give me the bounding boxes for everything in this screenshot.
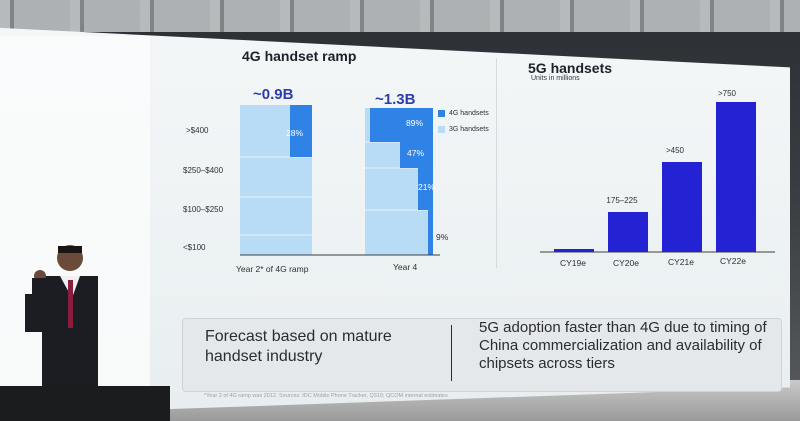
tier-label: $100–$250	[183, 205, 224, 214]
legend-4g: 4G handsets	[449, 110, 489, 117]
ceiling	[0, 0, 800, 32]
data-label: 47%	[407, 148, 425, 158]
data-label: 21%	[418, 182, 436, 192]
legend-swatch-4g	[438, 110, 445, 117]
5g-handsets-chart	[540, 102, 775, 253]
left-chart-title: 4G handset ramp	[242, 48, 357, 64]
presenter	[25, 245, 98, 388]
x-category: Year 2* of 4G ramp	[236, 264, 309, 274]
footer-right-text: 5G adoption faster than 4G due to timing…	[479, 319, 767, 372]
bar-4g	[290, 105, 312, 157]
tier-label: <$100	[183, 243, 206, 252]
legend-3g: 3G handsets	[449, 126, 489, 133]
total-year2: ~0.9B	[253, 86, 294, 103]
right-chart-title: 5G handsets	[528, 60, 613, 76]
x-category: CY19e	[560, 258, 586, 268]
bar-4g	[428, 210, 433, 255]
bar-value-label: >750	[717, 89, 737, 98]
bar-5g	[662, 162, 702, 252]
bar-5g	[716, 102, 756, 252]
handset-ramp-chart	[240, 105, 440, 256]
tier-label: $250–$400	[183, 166, 224, 175]
legend: 4G handsets 3G handsets	[438, 110, 489, 142]
bar-5g	[554, 249, 594, 252]
stage-lip	[0, 386, 170, 421]
legend-swatch-3g	[438, 126, 445, 133]
bar-5g	[608, 212, 648, 252]
bar-4g	[370, 108, 433, 142]
footnote: *Year 2 of 4G ramp was 2012. Sources: ID…	[204, 393, 448, 399]
footer-separator	[451, 325, 452, 381]
bar-value-label: 175–225	[606, 196, 638, 205]
divider	[496, 58, 497, 268]
x-category: CY21e	[668, 257, 694, 267]
bar-4g	[418, 168, 433, 210]
total-year4: ~1.3B	[375, 91, 416, 108]
x-category: Year 4	[393, 262, 418, 272]
tier-label: >$400	[186, 126, 209, 135]
bar-4g	[400, 142, 433, 168]
footer-left-text: Forecast based on mature handset industr…	[205, 328, 392, 365]
x-category: CY22e	[720, 256, 746, 266]
bar-value-label: >450	[665, 146, 685, 155]
right-chart-subtitle: Units in millions	[531, 75, 580, 82]
footer-box: Forecast based on mature handset industr…	[182, 318, 782, 392]
x-category: CY20e	[613, 258, 639, 268]
data-label: 28%	[286, 128, 304, 138]
data-label: 9%	[436, 232, 449, 242]
data-label: 89%	[406, 118, 424, 128]
